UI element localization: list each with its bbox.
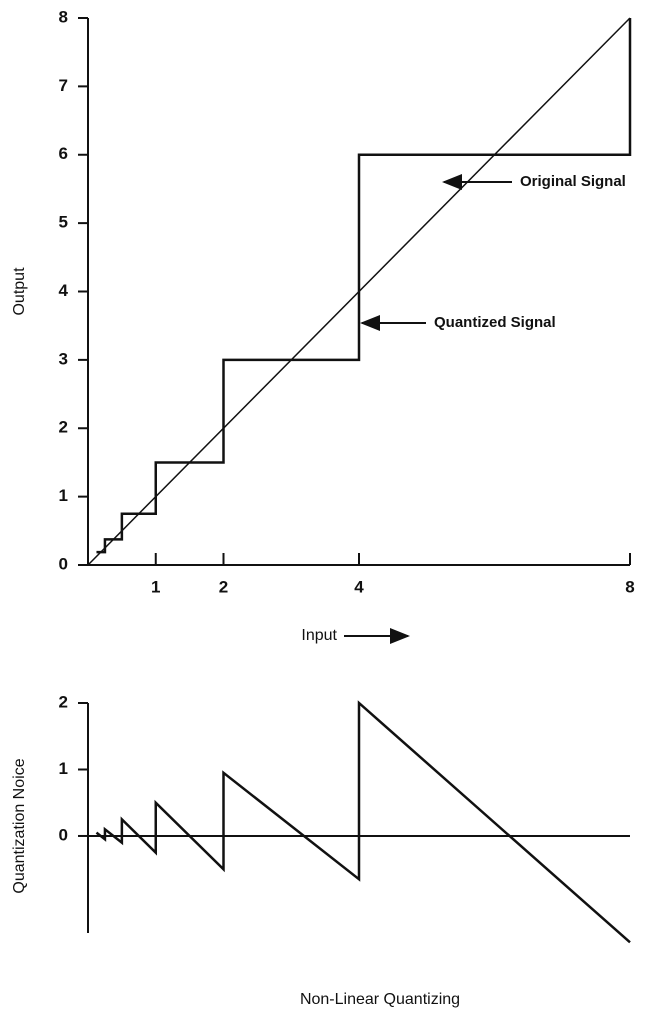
y-tick-label: 3 (59, 349, 68, 368)
y-tick-label: 7 (59, 76, 68, 95)
x-tick-label: 8 (625, 577, 634, 596)
figure: 0 1 2 3 4 5 6 7 8 1 2 4 8 Output Input Original Signal Q… (0, 0, 652, 1019)
x-tick-label: 2 (219, 577, 228, 596)
x-axis-label: Non-Linear Quantizing (300, 991, 460, 1008)
x-axis-label: Input (301, 627, 337, 644)
x-tick-label: 1 (151, 577, 160, 596)
annotation: Original Signal (520, 173, 626, 190)
y-axis-label: Output (11, 267, 28, 316)
y-axis-label: Quantization Noice (11, 758, 28, 893)
y-tick-label: 5 (59, 213, 68, 232)
y-tick-label: 1 (59, 486, 68, 505)
y-tick-label: 0 (59, 825, 68, 844)
data-line (96, 703, 630, 942)
x-tick-label: 4 (354, 577, 364, 596)
y-tick-label: 4 (59, 281, 69, 300)
y-tick-label: 6 (59, 144, 68, 163)
y-tick-label: 2 (59, 418, 68, 437)
y-tick-label: 1 (59, 759, 68, 778)
y-tick-label: 8 (59, 7, 68, 26)
y-tick-label: 2 (59, 692, 68, 711)
y-tick-label: 0 (59, 554, 68, 573)
annotation: Quantized Signal (434, 314, 556, 331)
